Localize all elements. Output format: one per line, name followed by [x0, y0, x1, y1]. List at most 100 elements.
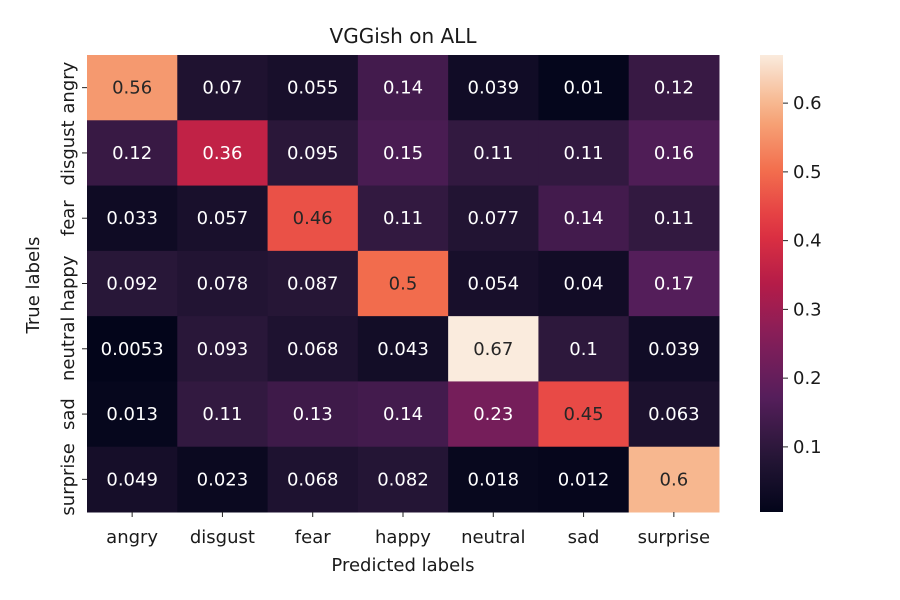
heatmap-cell [448, 381, 539, 448]
heatmap-cell [177, 250, 269, 317]
cell-value-label: 0.055 [287, 78, 339, 99]
y-axis-ticks: angry disgust fear happy neutral sad surprise [58, 61, 87, 516]
x-tick-label: fear [295, 527, 331, 548]
heatmap-cell [87, 185, 178, 252]
cell-value-label: 0.039 [648, 339, 700, 360]
cell-value-label: 0.16 [654, 143, 694, 164]
heatmap-cell [267, 185, 359, 252]
x-axis-label: Predicted labels [331, 555, 474, 576]
heatmap-cell [538, 55, 630, 121]
y-tick-label: sad [58, 398, 79, 430]
cell-value-label: 0.033 [106, 208, 158, 229]
y-tick-label: disgust [58, 120, 79, 185]
heatmap-cell [448, 250, 539, 317]
colorbar-tick-label: 0.5 [793, 162, 822, 183]
cell-value-label: 0.12 [654, 78, 694, 99]
cell-value-label: 0.043 [377, 339, 429, 360]
cell-value-label: 0.063 [648, 404, 700, 425]
heatmap-cell [628, 120, 720, 187]
heatmap-cell [628, 250, 720, 317]
cell-value-label: 0.082 [377, 469, 429, 490]
x-tick-label: neutral [461, 527, 525, 548]
heatmap-cell [628, 316, 720, 382]
cell-value-label: 0.6 [660, 469, 689, 490]
cell-value-label: 0.018 [468, 469, 520, 490]
cell-value-label: 0.11 [473, 143, 513, 164]
heatmap-cells: 0.56 0.07 0.055 0.14 0.039 0.01 0.12 0.12 0.36 0.… [87, 55, 720, 513]
heatmap-cell [177, 120, 269, 187]
cell-value-label: 0.15 [383, 143, 423, 164]
heatmap-cell [357, 55, 449, 121]
heatmap-cell [87, 250, 178, 317]
heatmap-cell [538, 381, 630, 448]
cell-value-label: 0.078 [197, 274, 249, 295]
heatmap-cell [538, 120, 630, 187]
cell-value-label: 0.67 [473, 339, 513, 360]
heatmap-cell [448, 120, 539, 187]
heatmap-cell [87, 55, 178, 121]
chart-title: VGGish on ALL [330, 24, 478, 48]
cell-value-label: 0.054 [468, 274, 520, 295]
heatmap-cell [267, 316, 359, 382]
heatmap-cell [357, 316, 449, 382]
cell-value-label: 0.11 [202, 404, 242, 425]
cell-value-label: 0.14 [564, 208, 604, 229]
cell-value-label: 0.068 [287, 339, 339, 360]
colorbar-tick-label: 0.4 [793, 231, 822, 252]
cell-value-label: 0.11 [654, 208, 694, 229]
heatmap-cell [357, 185, 449, 252]
y-tick-label: happy [58, 255, 79, 311]
cell-value-label: 0.077 [468, 208, 520, 229]
heatmap-cell [177, 381, 269, 448]
x-tick-label: happy [375, 527, 431, 548]
heatmap-cell [267, 446, 359, 513]
heatmap-cell [177, 446, 269, 513]
cell-value-label: 0.093 [197, 339, 249, 360]
heatmap-cell [538, 185, 630, 252]
cell-value-label: 0.057 [197, 208, 249, 229]
heatmap-cell [357, 381, 449, 448]
cell-value-label: 0.013 [106, 404, 158, 425]
cell-value-label: 0.1 [569, 339, 598, 360]
cell-value-label: 0.01 [564, 78, 604, 99]
x-tick-label: disgust [190, 527, 255, 548]
y-tick-label: neutral [58, 317, 79, 381]
cell-value-label: 0.087 [287, 274, 339, 295]
colorbar-ticks: 0.1 0.2 0.3 0.4 0.5 0.6 [783, 93, 822, 458]
heatmap-cell [628, 185, 720, 252]
cell-value-label: 0.17 [654, 274, 694, 295]
cell-value-label: 0.23 [473, 404, 513, 425]
heatmap-cell [357, 250, 449, 317]
cell-value-label: 0.13 [293, 404, 333, 425]
x-tick-label: surprise [638, 527, 710, 548]
heatmap-cell [628, 446, 720, 513]
cell-value-label: 0.039 [468, 78, 520, 99]
cell-value-label: 0.11 [564, 143, 604, 164]
cell-value-label: 0.56 [112, 78, 152, 99]
heatmap-cell [538, 250, 630, 317]
heatmap-cell [267, 55, 359, 121]
cell-value-label: 0.36 [202, 143, 242, 164]
heatmap-cell [448, 185, 539, 252]
heatmap-cell [177, 185, 269, 252]
heatmap-cell [267, 120, 359, 187]
cell-value-label: 0.07 [202, 78, 242, 99]
heatmap-cell [177, 316, 269, 382]
y-axis-label: True labels [23, 237, 44, 335]
heatmap-cell [538, 316, 630, 382]
x-tick-label: angry [106, 527, 158, 548]
cell-value-label: 0.095 [287, 143, 339, 164]
cell-value-label: 0.068 [287, 469, 339, 490]
heatmap-cell [267, 250, 359, 317]
cell-value-label: 0.12 [112, 143, 152, 164]
heatmap-cell [628, 55, 720, 121]
y-tick-label: angry [58, 61, 79, 113]
cell-value-label: 0.012 [558, 469, 610, 490]
cell-value-label: 0.46 [293, 208, 333, 229]
cell-value-label: 0.45 [564, 404, 604, 425]
heatmap-cell [87, 120, 178, 187]
colorbar-tick-label: 0.3 [793, 299, 822, 320]
cell-value-label: 0.023 [197, 469, 249, 490]
cell-value-label: 0.0053 [101, 339, 164, 360]
